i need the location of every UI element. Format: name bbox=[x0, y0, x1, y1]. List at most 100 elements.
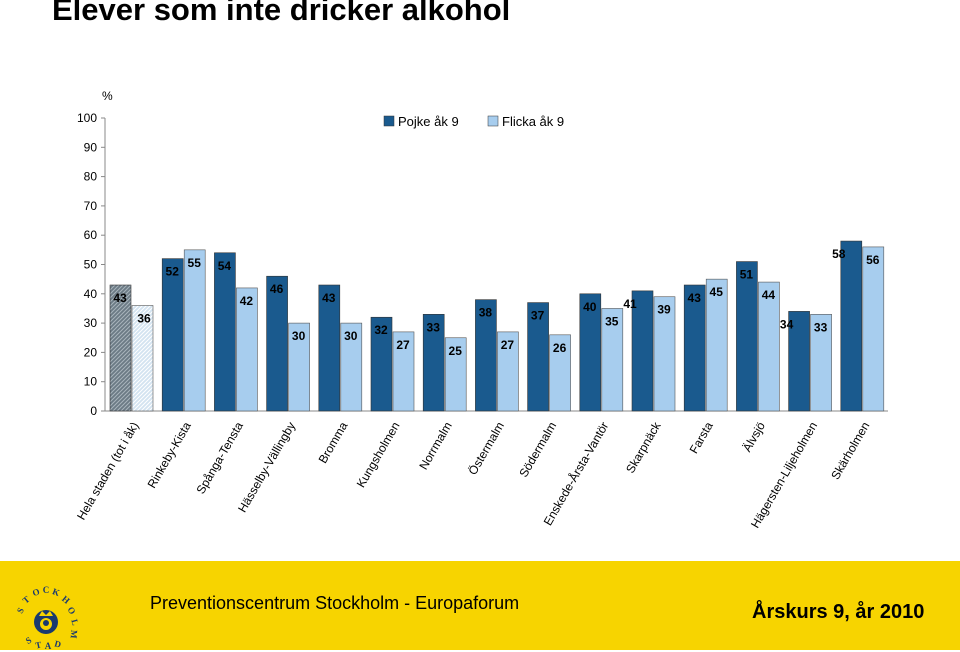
legend-label: Pojke åk 9 bbox=[398, 114, 459, 129]
y-tick-label: 0 bbox=[90, 404, 97, 418]
chart-title: Elever som inte dricker alkohol bbox=[52, 0, 511, 27]
x-tick-label: Älvsjö bbox=[740, 419, 768, 454]
bar-flicka bbox=[340, 322, 363, 412]
data-label-flicka: 25 bbox=[449, 344, 463, 358]
footer-grade-year: Årskurs 9, år 2010 bbox=[752, 601, 925, 623]
footer-organization: Preventionscentrum Stockholm - Europafor… bbox=[150, 593, 520, 613]
x-tick-label: Bromma bbox=[316, 419, 351, 466]
data-label-flicka: 33 bbox=[814, 320, 828, 334]
y-tick-label: 10 bbox=[84, 375, 98, 389]
y-tick-label: 80 bbox=[84, 170, 98, 184]
bar-pojke bbox=[214, 252, 236, 412]
svg-text:M: M bbox=[69, 630, 80, 640]
svg-text:H: H bbox=[60, 594, 72, 606]
footer: S T O C K H O L M S T A D Preventionscen… bbox=[0, 561, 960, 651]
data-label-flicka: 36 bbox=[137, 312, 151, 326]
data-label-pojke: 43 bbox=[688, 291, 702, 305]
bar-pojke bbox=[683, 284, 706, 412]
bar-pojke bbox=[840, 240, 863, 412]
data-label-pojke: 40 bbox=[583, 300, 597, 314]
bar-pojke bbox=[631, 290, 654, 412]
data-label-flicka: 30 bbox=[292, 329, 306, 343]
bar-flicka bbox=[288, 322, 310, 412]
data-label-flicka: 30 bbox=[344, 329, 358, 343]
bar-pojke bbox=[370, 316, 393, 412]
bar-flicka bbox=[131, 305, 154, 412]
bar-flicka bbox=[862, 246, 885, 412]
data-label-pojke: 33 bbox=[427, 320, 441, 334]
data-label-flicka: 45 bbox=[710, 285, 724, 299]
bar-flicka bbox=[810, 314, 832, 412]
x-tick-label: Hässelby-Vällingby bbox=[235, 420, 298, 515]
data-label-flicka: 27 bbox=[501, 338, 515, 352]
data-label-flicka: 42 bbox=[240, 294, 254, 308]
bar-flicka bbox=[549, 334, 571, 412]
bar-flicka bbox=[392, 331, 415, 412]
bar-pojke bbox=[161, 258, 184, 412]
x-tick-label: Rinkeby-Kista bbox=[145, 419, 194, 490]
x-tick-label: Spånga-Tensta bbox=[194, 419, 247, 496]
bar-pojke bbox=[788, 311, 810, 412]
svg-text:O: O bbox=[66, 605, 78, 616]
y-tick-label: 70 bbox=[84, 199, 98, 213]
y-tick-label: 20 bbox=[84, 345, 98, 359]
data-label-pojke: 41 bbox=[623, 297, 637, 311]
bar-flicka bbox=[183, 249, 206, 412]
bar-flicka bbox=[497, 331, 519, 412]
y-tick-label: 100 bbox=[77, 111, 97, 125]
bar-flicka bbox=[758, 281, 780, 412]
data-label-pojke: 54 bbox=[218, 259, 232, 273]
y-tick-label: 50 bbox=[84, 258, 98, 272]
svg-text:C: C bbox=[43, 585, 50, 595]
bar-groups: 43 36 52 55 54 42 46 30 43 30 32 27 33 25 38 27 37 26 40 35… bbox=[109, 240, 885, 412]
y-tick-label: 60 bbox=[84, 228, 98, 242]
bar-flicka bbox=[705, 278, 728, 412]
data-label-pojke: 43 bbox=[322, 291, 336, 305]
data-label-pojke: 51 bbox=[740, 268, 754, 282]
x-tick-label: Skärholmen bbox=[828, 420, 872, 482]
svg-text:A: A bbox=[45, 641, 52, 651]
x-tick-label: Norrmalm bbox=[416, 420, 454, 473]
data-label-pojke: 37 bbox=[531, 309, 545, 323]
data-label-pojke: 34 bbox=[780, 317, 794, 331]
bar-pojke bbox=[422, 314, 445, 412]
data-label-pojke: 43 bbox=[113, 291, 127, 305]
data-label-flicka: 35 bbox=[605, 314, 619, 328]
y-tick-label: 30 bbox=[84, 316, 98, 330]
bar-pojke bbox=[318, 284, 341, 412]
data-label-flicka: 27 bbox=[396, 338, 410, 352]
bar-pojke bbox=[736, 261, 758, 412]
y-tick-label: 40 bbox=[84, 287, 98, 301]
data-label-pojke: 52 bbox=[166, 265, 180, 279]
svg-text:T: T bbox=[34, 640, 42, 651]
svg-text:K: K bbox=[51, 586, 61, 598]
bar-pojke bbox=[109, 284, 132, 412]
data-label-pojke: 38 bbox=[479, 306, 493, 320]
data-label-flicka: 26 bbox=[553, 341, 567, 355]
data-label-pojke: 32 bbox=[374, 323, 388, 337]
bar-flicka bbox=[236, 287, 258, 412]
legend: Pojke åk 9 Flicka åk 9 bbox=[383, 114, 564, 129]
y-axis-ticks: 0 10 20 30 40 50 60 70 80 90 100 bbox=[77, 111, 105, 418]
data-label-flicka: 56 bbox=[866, 253, 880, 267]
data-label-flicka: 39 bbox=[657, 303, 671, 317]
bar-flicka bbox=[444, 337, 467, 412]
y-tick-label: 90 bbox=[84, 140, 98, 154]
svg-text:S: S bbox=[15, 606, 26, 615]
x-tick-label: Kungsholmen bbox=[354, 420, 403, 491]
data-label-pojke: 58 bbox=[832, 247, 846, 261]
svg-text:L: L bbox=[69, 618, 80, 626]
bar-pojke bbox=[266, 275, 288, 412]
bar-flicka bbox=[601, 308, 624, 412]
data-label-flicka: 44 bbox=[762, 288, 776, 302]
x-tick-label: Östermalm bbox=[466, 419, 507, 477]
bar-chart: % 0 10 20 30 40 50 60 70 80 90 100 43 36 52 55 54 42 46 3… bbox=[74, 89, 888, 531]
legend-swatch bbox=[383, 115, 395, 127]
legend-swatch bbox=[487, 115, 499, 127]
x-tick-label: Södermalm bbox=[516, 420, 559, 480]
svg-text:T: T bbox=[21, 594, 32, 606]
legend-label: Flicka åk 9 bbox=[502, 114, 564, 129]
svg-text:O: O bbox=[31, 586, 41, 598]
bar-pojke bbox=[475, 299, 497, 412]
x-axis-labels: Hela staden (tot i åk) Rinkeby-Kista Spång… bbox=[74, 419, 872, 531]
